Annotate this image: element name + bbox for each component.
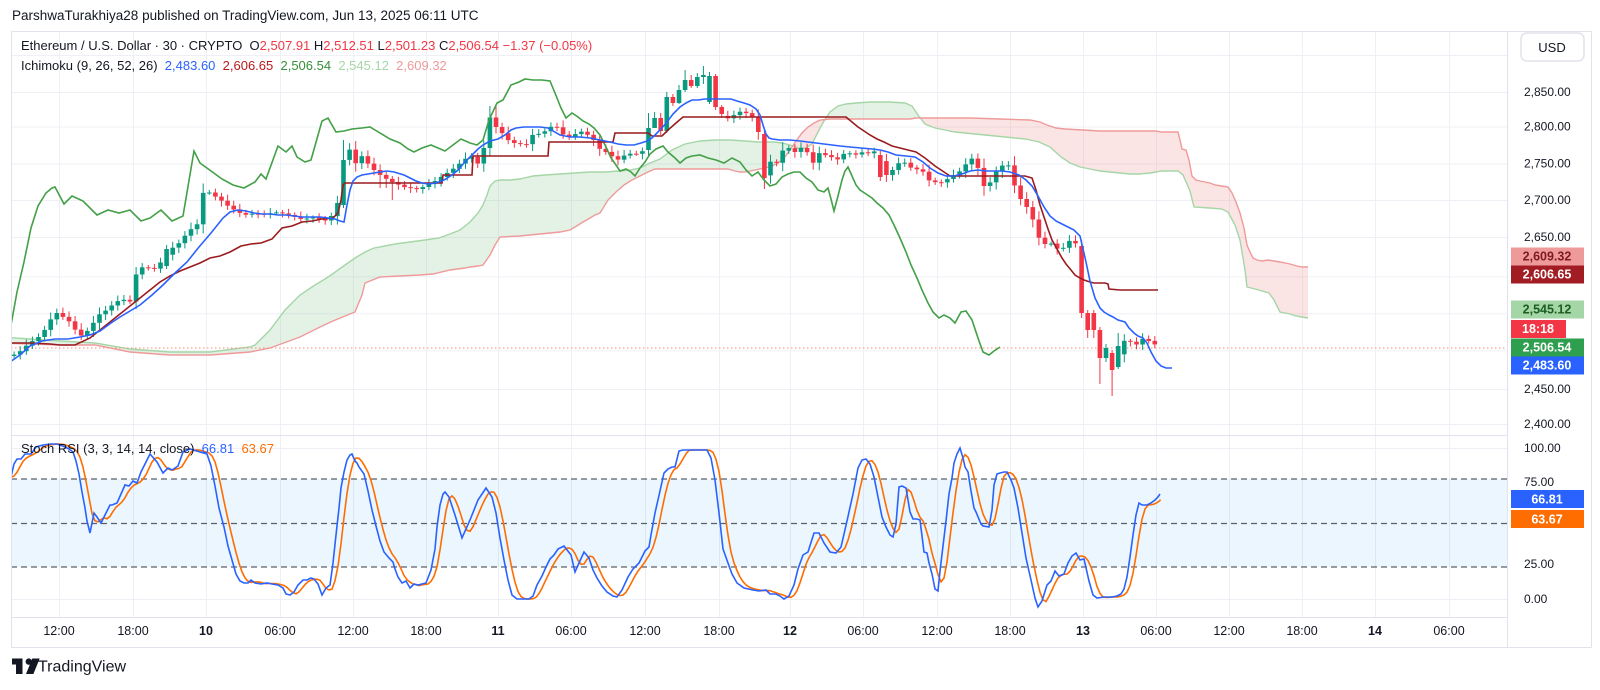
svg-text:Stoch RSI (3, 3, 14, 14, close: Stoch RSI (3, 3, 14, 14, close) 66.81 63… — [21, 441, 274, 456]
svg-text:75.00: 75.00 — [1524, 475, 1554, 489]
svg-text:2,700.00: 2,700.00 — [1524, 193, 1571, 207]
svg-text:12:00: 12:00 — [1213, 624, 1244, 638]
svg-text:06:00: 06:00 — [1433, 624, 1464, 638]
svg-text:2,650.00: 2,650.00 — [1524, 230, 1571, 244]
svg-text:ParshwaTurakhiya28 published o: ParshwaTurakhiya28 published on TradingV… — [12, 8, 479, 23]
svg-text:2,506.54: 2,506.54 — [1523, 341, 1572, 355]
svg-text:2,800.00: 2,800.00 — [1524, 120, 1571, 134]
svg-text:2,606.65: 2,606.65 — [1523, 268, 1572, 282]
svg-text:14: 14 — [1368, 624, 1382, 638]
svg-text:18:00: 18:00 — [117, 624, 148, 638]
svg-text:66.81: 66.81 — [1531, 492, 1562, 506]
svg-text:TradingView: TradingView — [38, 659, 126, 676]
svg-text:100.00: 100.00 — [1524, 441, 1561, 455]
svg-text:12:00: 12:00 — [337, 624, 368, 638]
svg-text:06:00: 06:00 — [264, 624, 295, 638]
svg-text:12: 12 — [783, 624, 797, 638]
svg-text:2,483.60: 2,483.60 — [1523, 359, 1572, 373]
svg-text:63.67: 63.67 — [1531, 512, 1562, 526]
svg-text:06:00: 06:00 — [847, 624, 878, 638]
svg-text:2,609.32: 2,609.32 — [1523, 250, 1572, 264]
svg-text:12:00: 12:00 — [629, 624, 660, 638]
svg-text:18:00: 18:00 — [994, 624, 1025, 638]
svg-text:2,400.00: 2,400.00 — [1524, 417, 1571, 431]
svg-text:Ethereum / U.S. Dollar · 30 ·: Ethereum / U.S. Dollar · 30 · CRYPTO O2,… — [21, 38, 592, 53]
svg-text:12:00: 12:00 — [921, 624, 952, 638]
svg-text:2,750.00: 2,750.00 — [1524, 157, 1571, 171]
svg-text:10: 10 — [199, 624, 213, 638]
svg-text:USD: USD — [1538, 40, 1565, 55]
svg-text:18:00: 18:00 — [1286, 624, 1317, 638]
svg-text:12:00: 12:00 — [43, 624, 74, 638]
svg-text:06:00: 06:00 — [555, 624, 586, 638]
svg-text:2,450.00: 2,450.00 — [1524, 382, 1571, 396]
svg-text:2,850.00: 2,850.00 — [1524, 85, 1571, 99]
svg-text:2,545.12: 2,545.12 — [1523, 303, 1572, 317]
svg-text:Ichimoku (9, 26, 52, 26) 2,48: Ichimoku (9, 26, 52, 26) 2,483.60 2,606.… — [21, 58, 447, 73]
svg-text:13: 13 — [1076, 624, 1090, 638]
svg-text:18:00: 18:00 — [703, 624, 734, 638]
svg-text:18:00: 18:00 — [410, 624, 441, 638]
svg-text:06:00: 06:00 — [1140, 624, 1171, 638]
svg-text:0.00: 0.00 — [1524, 592, 1548, 606]
svg-text:18:18: 18:18 — [1522, 322, 1554, 336]
svg-text:25.00: 25.00 — [1524, 557, 1554, 571]
svg-text:11: 11 — [491, 624, 504, 638]
